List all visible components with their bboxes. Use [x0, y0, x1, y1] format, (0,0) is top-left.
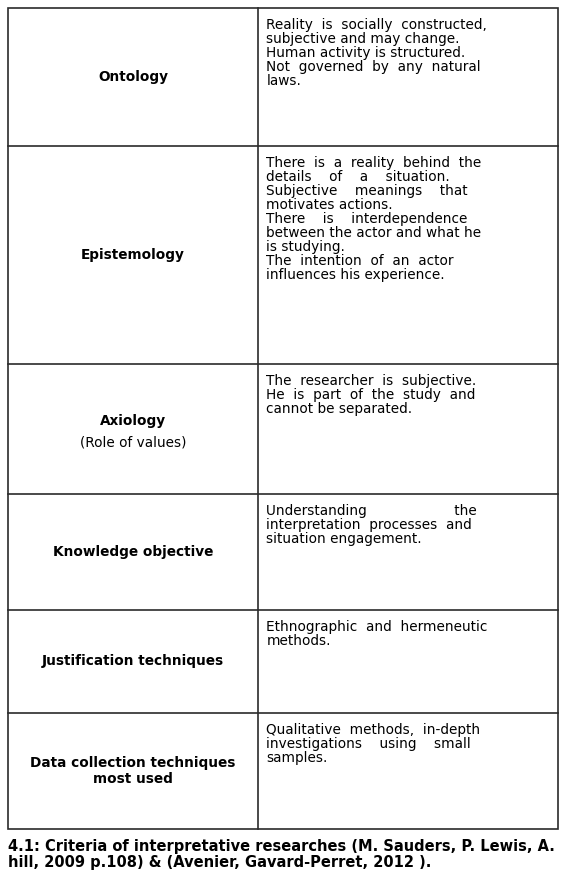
Text: Epistemology: Epistemology: [81, 248, 185, 262]
Text: hill, 2009 p.108) & (Avenier, Gavard-Perret, 2012 ).: hill, 2009 p.108) & (Avenier, Gavard-Per…: [8, 855, 431, 870]
Text: interpretation  processes  and: interpretation processes and: [266, 518, 472, 532]
Text: There  is  a  reality  behind  the: There is a reality behind the: [266, 156, 482, 170]
Text: details    of    a    situation.: details of a situation.: [266, 170, 450, 184]
Text: investigations    using    small: investigations using small: [266, 737, 471, 751]
Text: cannot be separated.: cannot be separated.: [266, 402, 413, 416]
Text: Understanding                    the: Understanding the: [266, 504, 477, 518]
Text: The  researcher  is  subjective.: The researcher is subjective.: [266, 374, 477, 388]
Text: 4.1: Criteria of interpretative researches (M. Sauders, P. Lewis, A.: 4.1: Criteria of interpretative research…: [8, 839, 555, 854]
Text: Ethnographic  and  hermeneutic: Ethnographic and hermeneutic: [266, 620, 488, 634]
Text: Human activity is structured.: Human activity is structured.: [266, 46, 465, 60]
Text: samples.: samples.: [266, 751, 328, 765]
Text: influences his experience.: influences his experience.: [266, 268, 445, 282]
Text: (Role of values): (Role of values): [80, 435, 186, 449]
Text: situation engagement.: situation engagement.: [266, 532, 422, 546]
Text: Ontology: Ontology: [98, 70, 168, 84]
Text: Data collection techniques
most used: Data collection techniques most used: [31, 756, 236, 786]
Text: methods.: methods.: [266, 634, 331, 648]
Text: The  intention  of  an  actor: The intention of an actor: [266, 254, 454, 268]
Text: motivates actions.: motivates actions.: [266, 198, 393, 212]
Text: Qualitative  methods,  in-depth: Qualitative methods, in-depth: [266, 723, 481, 737]
Text: Reality  is  socially  constructed,: Reality is socially constructed,: [266, 18, 487, 32]
Text: is studying.: is studying.: [266, 240, 345, 254]
Text: There    is    interdependence: There is interdependence: [266, 212, 468, 226]
Text: laws.: laws.: [266, 74, 301, 88]
Text: subjective and may change.: subjective and may change.: [266, 32, 460, 46]
Text: Subjective    meanings    that: Subjective meanings that: [266, 184, 468, 198]
Text: Axiology: Axiology: [100, 414, 166, 428]
Text: Justification techniques: Justification techniques: [42, 655, 224, 668]
Text: He  is  part  of  the  study  and: He is part of the study and: [266, 388, 475, 402]
Text: between the actor and what he: between the actor and what he: [266, 226, 481, 240]
Text: Knowledge objective: Knowledge objective: [53, 545, 213, 559]
Text: Not  governed  by  any  natural: Not governed by any natural: [266, 60, 481, 74]
